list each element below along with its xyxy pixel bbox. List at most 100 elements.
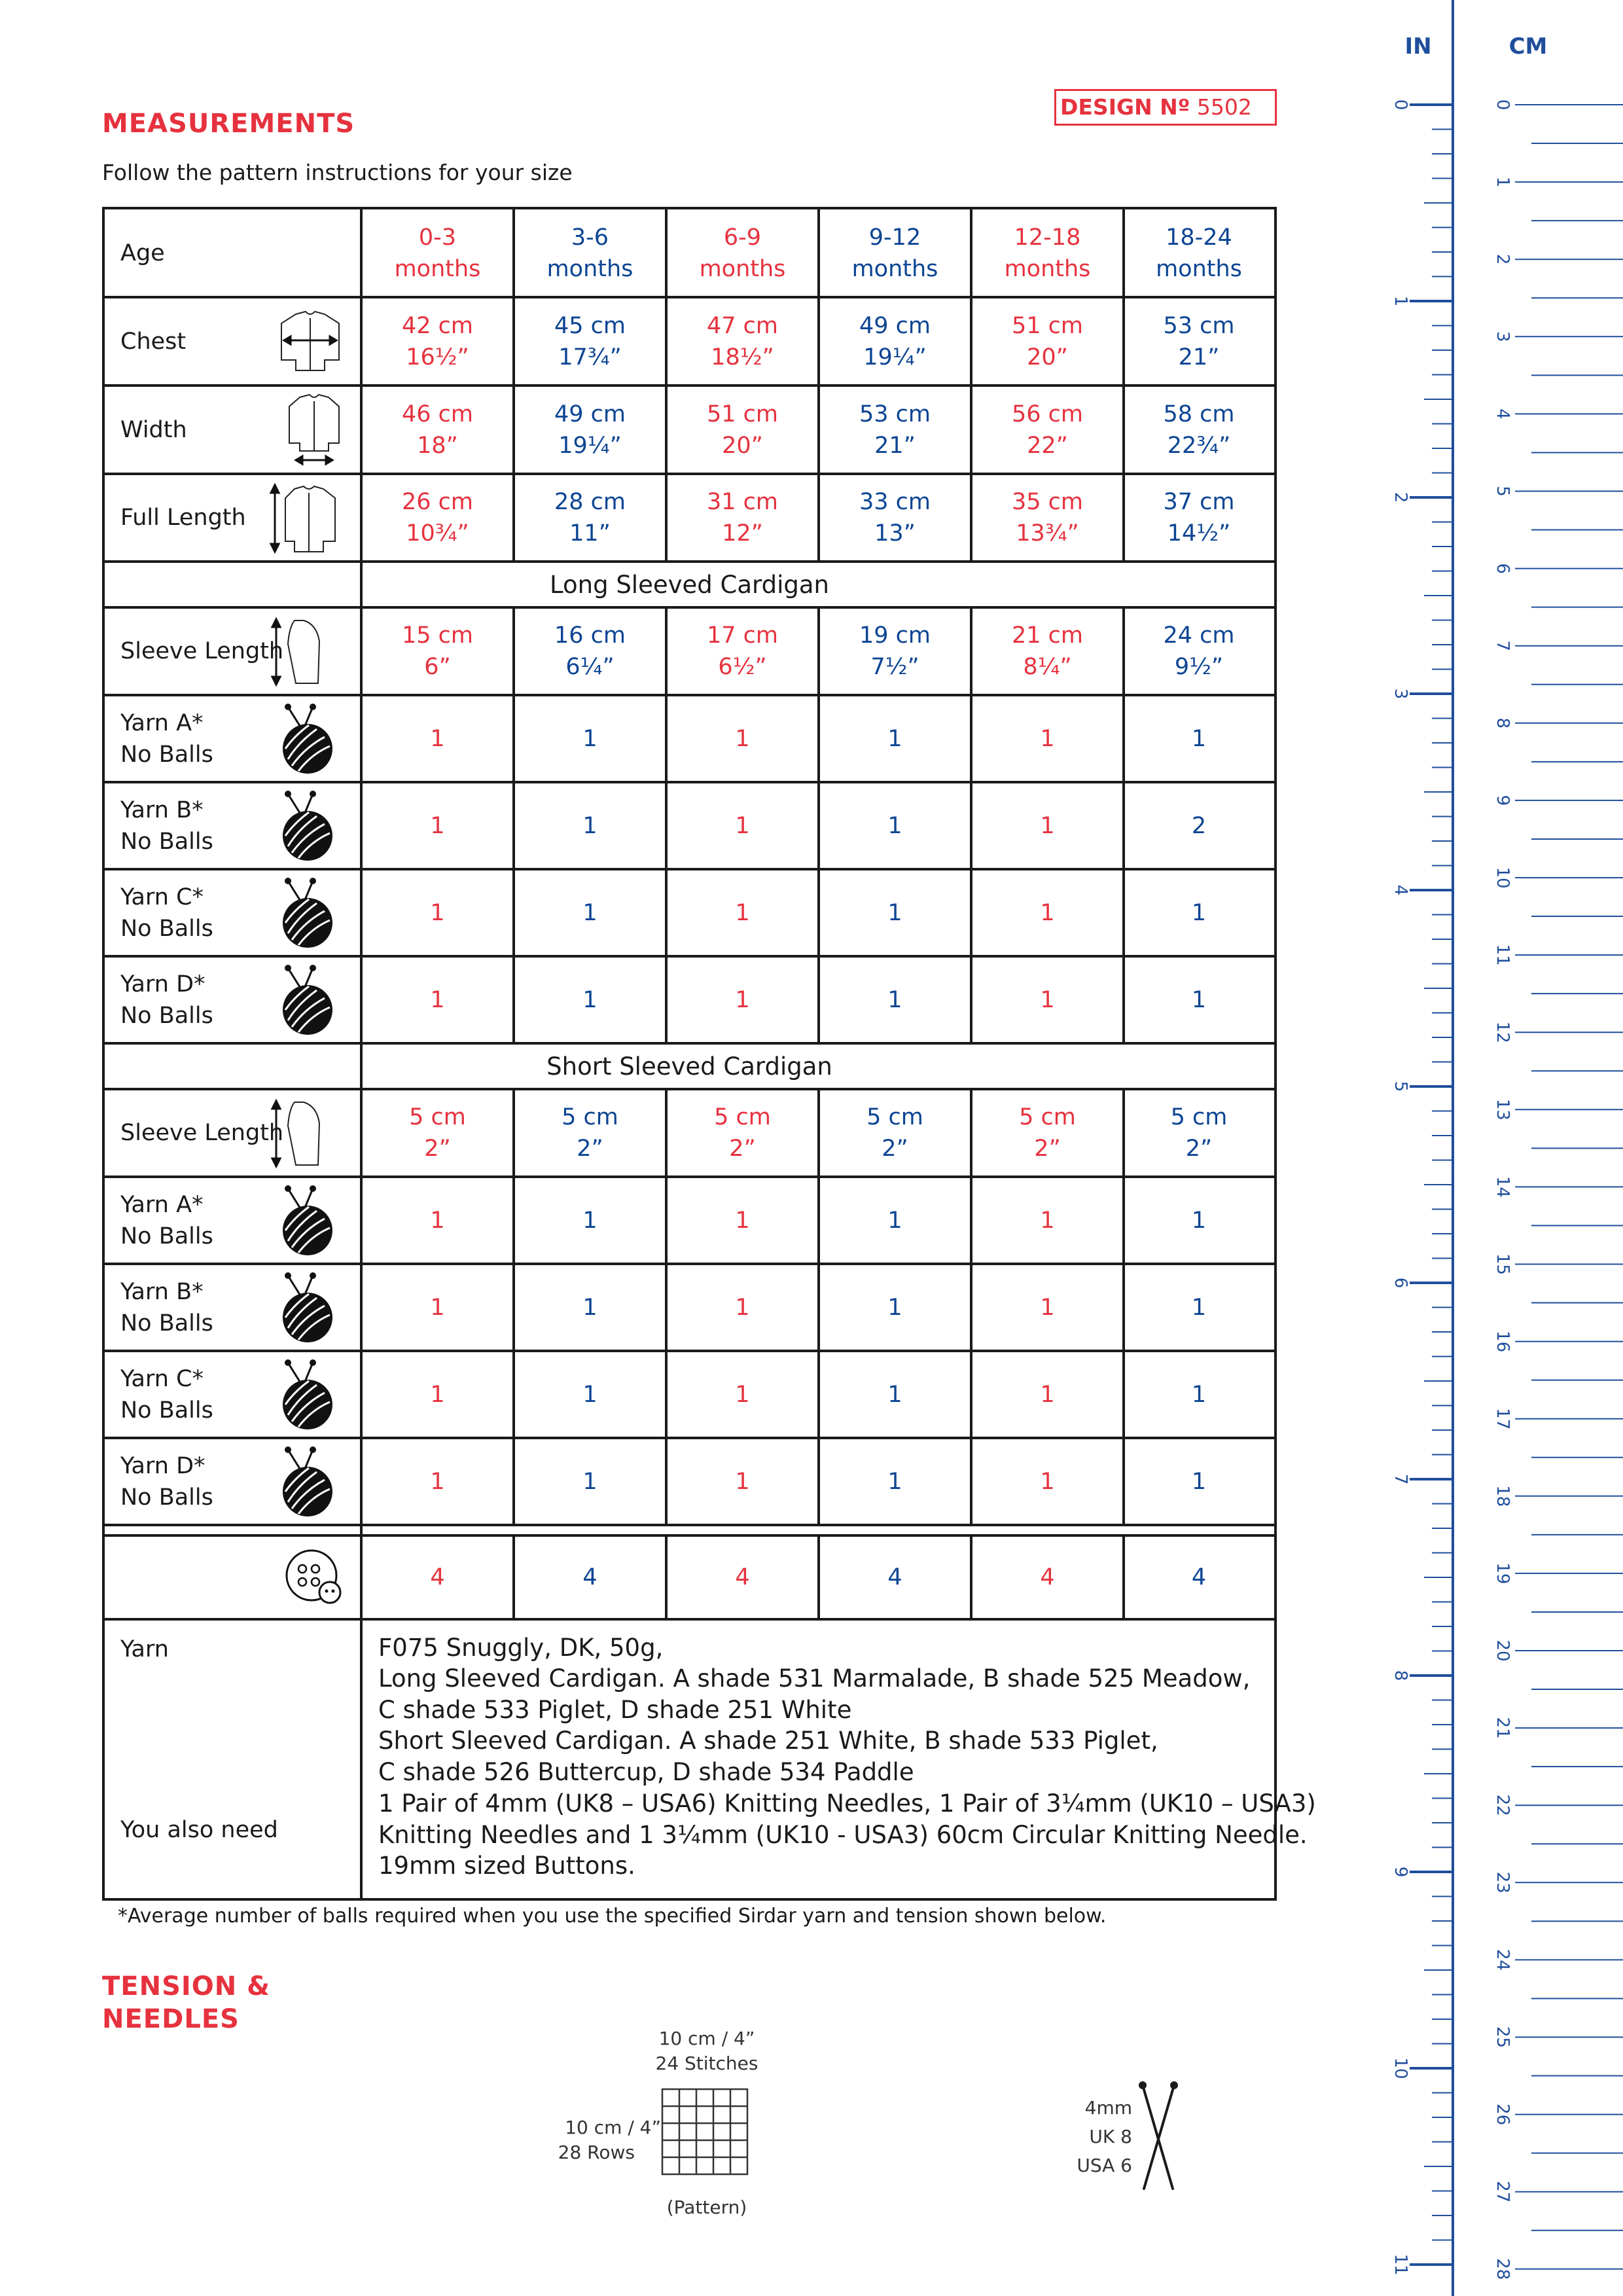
row-divider xyxy=(105,1263,1274,1265)
size-header: 12-18 months xyxy=(971,209,1124,297)
long-sleeve-length-cm-value: 17 cm xyxy=(707,622,778,649)
long-sleeve-length-inch-value: 8¼” xyxy=(1023,654,1072,680)
short-yarn-row-value: 1 xyxy=(1040,1207,1055,1234)
notes-line: C shade 533 Piglet, D shade 251 White xyxy=(378,1696,852,1724)
chest-cm-value: 42 cm xyxy=(402,312,473,339)
row-divider xyxy=(105,1524,1274,1526)
long-sleeve-length-value: 17 cm 6½” xyxy=(666,607,819,695)
row-divider xyxy=(105,694,1274,696)
size-table: Age 0-3 months 3-6 months 6-9 months 9-12 months… xyxy=(102,207,1316,1901)
short-sleeve-length-inch-value: 2” xyxy=(424,1136,451,1162)
footnote: *Average number of balls required when y… xyxy=(118,1905,1107,1928)
long-yarn-row-label-line1: Yarn C* xyxy=(120,884,204,910)
ruler-cm-number: 9 xyxy=(1493,795,1512,806)
ruler-inch-number: 9 xyxy=(1391,1867,1410,1878)
long-sleeve-length-inch-value: 6” xyxy=(424,654,451,680)
short-yarn-row-label: Yarn B* No Balls xyxy=(105,1264,361,1351)
ruler-cm-number: 27 xyxy=(1493,2181,1512,2202)
short-yarn-row-label-line1: Yarn C* xyxy=(120,1365,204,1392)
row-divider xyxy=(105,1088,1274,1090)
size-unit: months xyxy=(699,256,786,282)
notes-line: 19mm sized Buttons. xyxy=(378,1852,635,1880)
full-length-value: 33 cm 13” xyxy=(819,474,971,562)
full-length-inch-value: 13” xyxy=(874,520,916,547)
short-yarn-row-label-line1: Yarn A* xyxy=(120,1191,204,1218)
full-length-inch-value: 12” xyxy=(722,520,763,547)
row-divider xyxy=(105,781,1274,783)
ruler-cm-number: 23 xyxy=(1493,1872,1512,1893)
full-length-cm-value: 33 cm xyxy=(859,489,931,515)
chest-cm-value: 51 cm xyxy=(1012,312,1083,339)
tension-width-label: 10 cm / 4” xyxy=(658,2028,755,2049)
long-yarn-row-value: 1 xyxy=(430,725,445,752)
needle-usa-label: USA 6 xyxy=(1077,2155,1132,2176)
short-yarn-row-value: 1 xyxy=(582,1294,597,1321)
short-yarn-row-value: 1 xyxy=(735,1468,750,1495)
short-sleeve-length-value: 5 cm 2” xyxy=(971,1089,1124,1177)
short-sleeve-length-inch-value: 2” xyxy=(1034,1136,1061,1162)
long-yarn-row-value: 1 xyxy=(430,986,445,1013)
column-divider xyxy=(1122,607,1125,1043)
ruler-cm-number: 21 xyxy=(1493,1717,1512,1739)
short-yarn-row-value: 1 xyxy=(887,1468,902,1495)
short-yarn-row-label-line2: No Balls xyxy=(120,1397,213,1424)
width-inch-value: 21” xyxy=(874,432,916,459)
ruler-cm-number: 24 xyxy=(1493,1949,1512,1971)
yarn-ball-icon xyxy=(283,964,332,1035)
short-yarn-row-value: 1 xyxy=(735,1381,750,1408)
size-range: 12-18 xyxy=(1014,224,1081,251)
ruler-cm-number: 8 xyxy=(1493,718,1512,729)
intro-text: Follow the pattern instructions for your… xyxy=(102,160,573,185)
size-unit: months xyxy=(546,256,633,282)
long-yarn-row-value: 1 xyxy=(735,812,750,839)
long-yarn-row-value: 1 xyxy=(887,725,902,752)
yarn-notes-label: Yarn xyxy=(120,1636,169,1662)
ruler-cm-number: 26 xyxy=(1493,2104,1512,2125)
ruler-inch-number: 8 xyxy=(1391,1670,1410,1681)
full-length-inch-value: 10¾” xyxy=(406,520,469,547)
needle-size-label: 4mm xyxy=(1084,2097,1132,2119)
short-yarn-row-value: 1 xyxy=(735,1294,750,1321)
width-cm-value: 53 cm xyxy=(859,401,931,427)
long-yarn-row-value: 1 xyxy=(735,725,750,752)
long-sleeved-title: Long Sleeved Cardigan xyxy=(550,570,829,599)
ruler-cm-number: 6 xyxy=(1493,563,1512,574)
size-header: 6-9 months xyxy=(666,209,819,297)
column-divider xyxy=(360,209,363,1619)
column-divider xyxy=(512,1535,515,1619)
width-cm-value: 51 cm xyxy=(707,401,778,427)
short-yarn-row-label-line2: No Balls xyxy=(120,1484,213,1511)
short-yarn-row-value: 1 xyxy=(1040,1294,1055,1321)
ruler-cm-number: 25 xyxy=(1493,2026,1512,2048)
width-value: 53 cm 21” xyxy=(819,386,971,474)
width-value: 46 cm 18” xyxy=(361,386,514,474)
cardigan-chest-icon xyxy=(281,310,340,371)
column-divider xyxy=(665,1535,668,1619)
ruler-cm-number: 7 xyxy=(1493,640,1512,651)
long-yarn-row-label-line2: No Balls xyxy=(120,828,213,855)
short-sleeve-length-cm-value: 5 cm xyxy=(562,1104,618,1130)
tension-heading-line1: TENSION & xyxy=(102,1971,271,2001)
short-yarn-row-value: 1 xyxy=(582,1468,597,1495)
full-length-value: 28 cm 11” xyxy=(514,474,666,562)
column-divider xyxy=(512,1089,515,1525)
cardigan-length-icon xyxy=(270,482,336,554)
full-length-cm-value: 26 cm xyxy=(402,489,473,515)
row-divider xyxy=(105,955,1274,958)
short-yarn-row-value: 1 xyxy=(1191,1207,1207,1234)
needles-notes-label: You also need xyxy=(120,1817,278,1843)
row-divider xyxy=(105,606,1274,609)
short-sleeve-length-cm-value: 5 cm xyxy=(866,1104,923,1130)
short-yarn-row-value: 1 xyxy=(430,1381,445,1408)
long-yarn-row-label: Yarn D* No Balls xyxy=(105,956,361,1043)
long-yarn-row-value: 1 xyxy=(430,899,445,926)
row-divider xyxy=(105,868,1274,870)
short-yarn-row-value: 1 xyxy=(1040,1381,1055,1408)
size-range: 0-3 xyxy=(418,224,457,251)
short-yarn-row-value: 1 xyxy=(887,1207,902,1234)
ruler-cm-number: 15 xyxy=(1493,1253,1512,1275)
short-yarn-row-label: Yarn A* No Balls xyxy=(105,1177,361,1264)
size-range: 18-24 xyxy=(1166,224,1232,251)
long-yarn-row-value: 1 xyxy=(887,986,902,1013)
short-sleeve-length-cm-value: 5 cm xyxy=(409,1104,466,1130)
